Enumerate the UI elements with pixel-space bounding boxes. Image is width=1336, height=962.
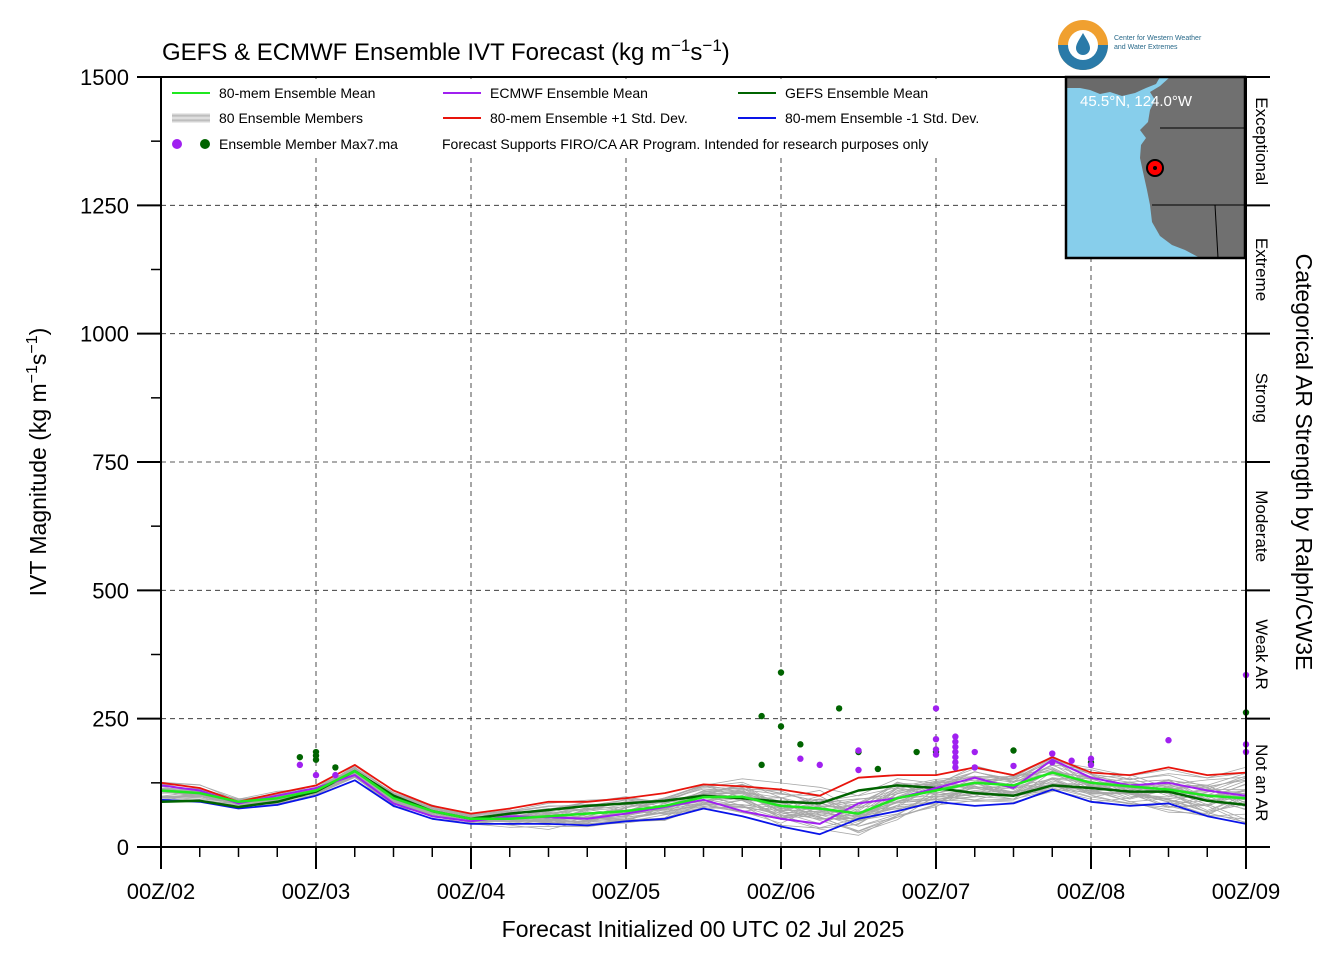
- ecmwf-max-point: [1049, 750, 1056, 757]
- category-label: Extreme: [1252, 238, 1271, 301]
- x-tick-label: 00Z/04: [437, 879, 506, 904]
- grid-lines: [161, 77, 1246, 847]
- gefs-max-point: [1010, 747, 1017, 754]
- ecmwf-max-point: [932, 736, 940, 743]
- map-frame: [1064, 75, 1247, 260]
- ecmwf-max-point: [952, 748, 959, 756]
- x-tick-label: 00Z/05: [592, 879, 661, 904]
- max-points: [296, 669, 1250, 779]
- series-line-80-mem-ensemble-mean: [161, 769, 1246, 821]
- ecmwf-max-point: [952, 743, 959, 751]
- ensemble-member-line: [161, 767, 1246, 827]
- legend: 80-mem Ensemble Mean ECMWF Ensemble Mean G…: [163, 79, 1043, 157]
- gefs-max-point: [312, 756, 320, 763]
- ecmwf-max-point: [932, 751, 940, 758]
- water-drop-icon: [1076, 33, 1090, 55]
- gefs-max-point: [777, 669, 785, 676]
- category-label: Weak AR: [1252, 619, 1271, 690]
- legend-note: Forecast Supports FIRO/CA AR Program. In…: [442, 136, 928, 152]
- y-tick-label: 1000: [80, 322, 129, 347]
- ecmwf-max-point: [797, 755, 804, 762]
- gefs-max-point: [913, 748, 920, 756]
- legend-max-label: Ensemble Member Max7.ma: [219, 136, 398, 152]
- gefs-max-point: [758, 712, 765, 720]
- ecmwf-max-point: [332, 771, 339, 779]
- ecmwf-max-point: [312, 771, 320, 779]
- y-tick-label: 500: [92, 578, 129, 603]
- ecmwf-max-point: [932, 705, 940, 712]
- y-tick-label: 0: [117, 835, 129, 860]
- axes: 0 250 500 750 1000 1250 1500 00Z/02 00Z/03 00Z/04…: [80, 65, 1280, 904]
- ecmwf-max-point: [932, 746, 940, 753]
- ecmwf-max-point: [1087, 761, 1095, 769]
- legend-label: 80-mem Ensemble -1 Std. Dev.: [785, 110, 979, 126]
- ecmwf-max-point: [1049, 759, 1056, 766]
- ecmwf-max-point: [816, 761, 823, 769]
- gefs-max-point: [332, 764, 339, 771]
- y-tick-label: 1250: [80, 193, 129, 218]
- chart-title: GEFS & ECMWF Ensemble IVT Forecast (kg m…: [162, 36, 730, 66]
- category-label: Not an AR: [1252, 744, 1271, 822]
- legend-gefs-dot-icon: [200, 139, 210, 149]
- map-inset: 45.5°N, 124.0°W: [1064, 75, 1247, 260]
- ecmwf-max-point: [952, 764, 959, 771]
- ecmwf-max-point: [1010, 762, 1017, 770]
- legend-label: 80-mem Ensemble Mean: [219, 85, 375, 101]
- gefs-max-point: [777, 723, 785, 730]
- gefs-max-point: [758, 761, 765, 769]
- y-tick-label: 250: [92, 707, 129, 732]
- series-line-80-mem-ensemble-1-std-dev-: [161, 756, 1246, 815]
- series-line-ecmwf-ensemble-mean: [161, 758, 1246, 825]
- legend-background: [163, 79, 1043, 157]
- legend-label: 80 Ensemble Members: [219, 110, 363, 126]
- x-tick-label: 00Z/02: [127, 879, 196, 904]
- ar-category-axis: Not an AR Weak AR Moderate Strong Extreme Exc…: [1246, 76, 1271, 848]
- x-tick-label: 00Z/08: [1057, 879, 1126, 904]
- legend-ecmwf-dot-icon: [172, 139, 182, 149]
- x-axis-label: Forecast Initialized 00 UTC 02 Jul 2025: [502, 916, 905, 942]
- gefs-max-point: [797, 741, 804, 748]
- series-lines: [161, 756, 1246, 836]
- y-axis-label: IVT Magnitude (kg m−1s−1): [24, 328, 51, 597]
- ecmwf-max-point: [952, 738, 959, 745]
- logo-line1: Center for Western Weather: [1114, 35, 1202, 42]
- gefs-max-point: [874, 765, 882, 773]
- map-location-label: 45.5°N, 124.0°W: [1080, 93, 1193, 110]
- right-axis-label: Categorical AR Strength by Ralph/CW3E: [1291, 254, 1317, 671]
- ecmwf-max-point: [296, 761, 304, 769]
- ecmwf-max-point: [1068, 757, 1075, 764]
- legend-label: ECMWF Ensemble Mean: [490, 85, 648, 101]
- ecmwf-max-point: [855, 747, 862, 754]
- category-label: Exceptional: [1252, 97, 1271, 185]
- gefs-max-point: [835, 705, 843, 712]
- ecmwf-max-point: [1087, 755, 1095, 762]
- x-tick-label: 00Z/07: [902, 879, 971, 904]
- location-marker-center-icon: [1153, 166, 1157, 170]
- map-land: [1140, 77, 1245, 258]
- x-tick-label: 00Z/06: [747, 879, 816, 904]
- gefs-max-point: [296, 753, 304, 761]
- x-tick-label: 00Z/03: [282, 879, 351, 904]
- ecmwf-max-point: [971, 748, 978, 756]
- map-island: [1066, 77, 1160, 96]
- cw3e-logo: Center for Western Weather and Water Ext…: [1058, 20, 1202, 70]
- logo-line2: and Water Extremes: [1114, 44, 1178, 51]
- category-label: Strong: [1252, 373, 1271, 423]
- ecmwf-max-point: [952, 759, 959, 766]
- series-line-80-mem-ensemble-1-std-dev-: [161, 779, 1246, 836]
- ecmwf-max-point: [1165, 737, 1172, 744]
- ecmwf-max-point: [855, 766, 862, 774]
- category-label: Moderate: [1252, 490, 1271, 562]
- ecmwf-max-point: [971, 764, 978, 771]
- map-border-east: [1214, 204, 1219, 259]
- y-tick-label: 1500: [80, 65, 129, 90]
- ecmwf-max-point: [952, 753, 959, 761]
- y-tick-label: 750: [92, 450, 129, 475]
- x-tick-label: 00Z/09: [1212, 879, 1281, 904]
- legend-label: GEFS Ensemble Mean: [785, 85, 928, 101]
- legend-label: 80-mem Ensemble +1 Std. Dev.: [490, 110, 688, 126]
- ensemble-member-line: [161, 757, 1246, 824]
- ecmwf-max-point: [952, 733, 959, 740]
